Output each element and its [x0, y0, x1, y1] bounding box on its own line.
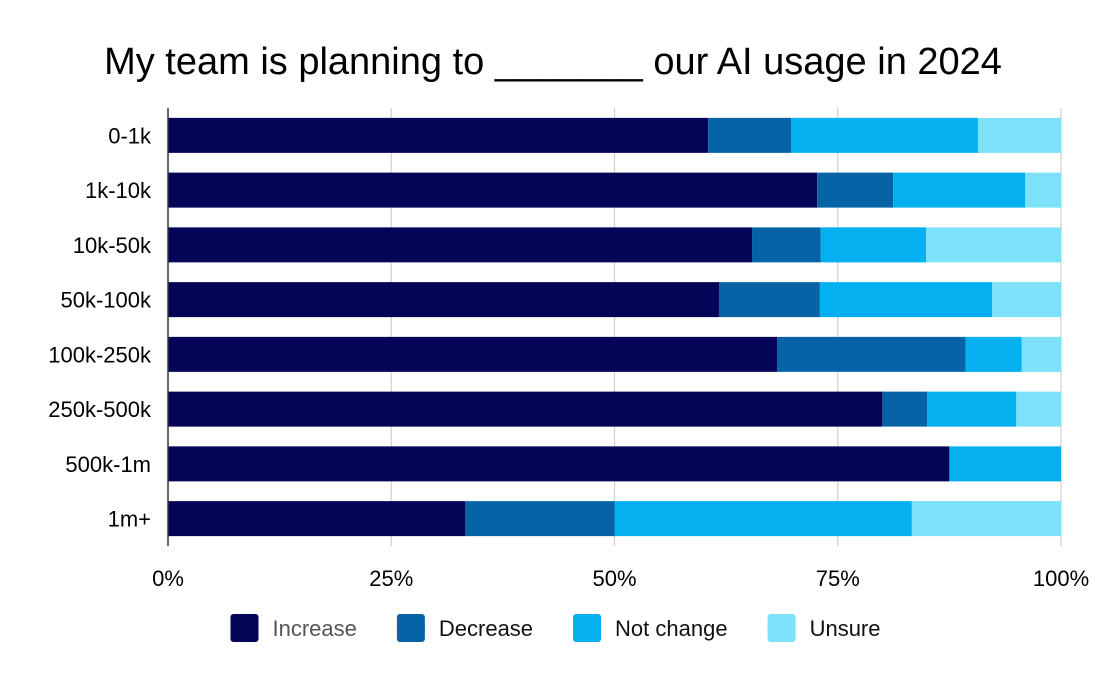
bar-segment — [977, 117, 1061, 153]
bar-segment — [168, 336, 778, 372]
bar-segment — [708, 117, 792, 153]
bar-segment — [820, 227, 927, 263]
bars — [168, 117, 1061, 537]
bar-segment — [927, 391, 1017, 427]
x-tick-label: 0% — [152, 566, 184, 591]
chart-title: My team is planning to _______ our AI us… — [104, 41, 1002, 83]
bar-segment — [817, 172, 894, 208]
bar-segment — [168, 282, 719, 318]
bar-segment — [168, 227, 753, 263]
y-tick-label: 500k-1m — [65, 452, 151, 477]
bar-segment — [893, 172, 1026, 208]
x-tick-label: 100% — [1033, 566, 1089, 591]
bar-segment — [465, 501, 615, 537]
legend-swatch — [230, 614, 259, 642]
legend: Increase Decrease Not change Unsure — [230, 614, 881, 642]
bar-segment — [168, 446, 950, 482]
bar-segment — [168, 391, 883, 427]
legend-label: Decrease — [439, 616, 533, 641]
legend-label: Unsure — [810, 616, 881, 641]
legend-label: Increase — [273, 616, 357, 641]
y-tick-label: 1k-10k — [85, 178, 152, 203]
legend-swatch — [767, 614, 796, 642]
legend-label: Not change — [615, 616, 728, 641]
bar-segment — [168, 172, 818, 208]
bar-segment — [1021, 336, 1061, 372]
bar-segment — [1025, 172, 1061, 208]
bar-segment — [882, 391, 928, 427]
legend-swatch — [396, 614, 425, 642]
bar-segment — [614, 501, 912, 537]
x-tick-label: 75% — [816, 566, 860, 591]
bar-segment — [965, 336, 1022, 372]
bar-segment — [911, 501, 1061, 537]
bar-segment — [168, 501, 466, 537]
y-tick-label: 50k-100k — [60, 288, 152, 313]
y-tick-label: 1m+ — [108, 507, 151, 532]
bar-segment — [791, 117, 978, 153]
bar-segment — [949, 446, 1061, 482]
x-tick-label: 50% — [592, 566, 636, 591]
y-tick-label: 10k-50k — [73, 233, 152, 258]
bar-segment — [1016, 391, 1061, 427]
bar-segment — [992, 282, 1061, 318]
y-tick-label: 100k-250k — [48, 342, 152, 367]
x-tick-label: 25% — [369, 566, 413, 591]
legend-swatch — [573, 614, 602, 642]
bar-segment — [752, 227, 821, 263]
y-tick-label: 250k-500k — [48, 397, 152, 422]
y-tick-label: 0-1k — [108, 123, 152, 148]
bar-segment — [926, 227, 1061, 263]
bar-segment — [777, 336, 966, 372]
axes: 0% 25% 50% 75% 100% 0-1k 1k-10k 10k-50k 50k-100k… — [48, 108, 1089, 591]
bar-segment — [718, 282, 820, 318]
bar-segment — [168, 117, 709, 153]
bar-segment — [819, 282, 993, 318]
